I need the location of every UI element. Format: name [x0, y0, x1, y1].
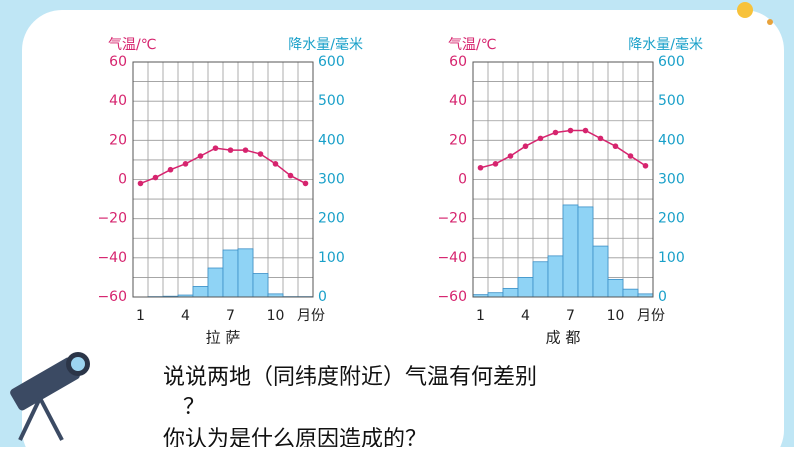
bar [563, 205, 578, 297]
y-tick-label: −60 [437, 289, 467, 305]
y-tick-label: 20 [449, 132, 467, 148]
point [168, 167, 174, 173]
bar [253, 274, 268, 298]
y2-tick-label: 500 [658, 93, 685, 109]
point [243, 147, 249, 153]
y2-tick-label: 100 [658, 250, 685, 266]
bar [623, 289, 638, 297]
y2-tick-label: 200 [318, 211, 345, 227]
point [303, 181, 309, 187]
x-tick-label: 10 [267, 308, 285, 324]
x-tick-label: 4 [521, 308, 530, 324]
bar [593, 246, 608, 297]
planet [767, 19, 773, 25]
point [613, 143, 619, 149]
point [213, 145, 219, 151]
y2-tick-label: 500 [318, 93, 345, 109]
x-tick-label: 1 [476, 308, 485, 324]
x-tick-label: 7 [226, 308, 235, 324]
y2-axis-title: 降水量/毫米 [288, 36, 363, 53]
y2-tick-label: 300 [318, 172, 345, 188]
y-tick-label: −60 [97, 289, 127, 305]
bar [548, 256, 563, 297]
point [628, 153, 634, 159]
y-axis-title: 气温/℃ [448, 37, 496, 53]
y-axis-title: 气温/℃ [108, 37, 156, 53]
station-name: 成 都 [546, 329, 581, 347]
question: 说说两地（同纬度附近）气温有何差别 [163, 365, 537, 390]
point [228, 147, 234, 153]
point [288, 173, 294, 179]
station-name: 拉 萨 [206, 329, 241, 347]
y-tick-label: 40 [449, 93, 467, 109]
question: 你认为是什么原因造成的？ [163, 427, 427, 447]
point [538, 136, 544, 142]
bar [578, 207, 593, 297]
y2-tick-label: 300 [658, 172, 685, 188]
bar [518, 277, 533, 297]
y2-tick-label: 400 [658, 132, 685, 148]
x-tick-label: 7 [566, 308, 575, 324]
sun [737, 2, 753, 18]
y2-tick-label: 0 [318, 289, 327, 305]
point [198, 153, 204, 159]
bar [208, 268, 223, 297]
point [258, 151, 264, 157]
x-axis-title: 月份 [297, 308, 325, 324]
point [153, 175, 159, 181]
bar [238, 249, 253, 297]
y-tick-label: 0 [458, 172, 467, 188]
y-tick-label: −20 [97, 211, 127, 227]
y2-tick-label: 600 [318, 54, 345, 70]
point [598, 136, 604, 142]
bar [503, 288, 518, 297]
bar [488, 293, 503, 297]
point [138, 181, 144, 187]
point [508, 153, 514, 159]
y2-tick-label: 100 [318, 250, 345, 266]
y-tick-label: 60 [449, 54, 467, 70]
y2-tick-label: 0 [658, 289, 667, 305]
y-tick-label: 40 [109, 93, 127, 109]
point [478, 165, 484, 171]
point [523, 143, 529, 149]
point [553, 130, 559, 136]
x-tick-label: 4 [181, 308, 190, 324]
point [643, 163, 649, 169]
y-tick-label: −40 [437, 250, 467, 266]
bar [533, 262, 548, 297]
point [183, 161, 189, 167]
bar [223, 250, 238, 297]
point [583, 128, 589, 134]
y2-tick-label: 600 [658, 54, 685, 70]
y2-axis-title: 降水量/毫米 [628, 36, 703, 53]
y-tick-label: 0 [118, 172, 127, 188]
bar [193, 286, 208, 297]
question-mark: ？ [183, 395, 205, 420]
y-tick-label: 20 [109, 132, 127, 148]
x-tick-label: 1 [136, 308, 145, 324]
x-tick-label: 10 [607, 308, 625, 324]
y2-tick-label: 400 [318, 132, 345, 148]
y-tick-label: −20 [437, 211, 467, 227]
y2-tick-label: 200 [658, 211, 685, 227]
y-tick-label: 60 [109, 54, 127, 70]
point [493, 161, 499, 167]
point [568, 128, 574, 134]
bar [608, 279, 623, 297]
x-axis-title: 月份 [637, 308, 665, 324]
point [273, 161, 279, 167]
y-tick-label: −40 [97, 250, 127, 266]
